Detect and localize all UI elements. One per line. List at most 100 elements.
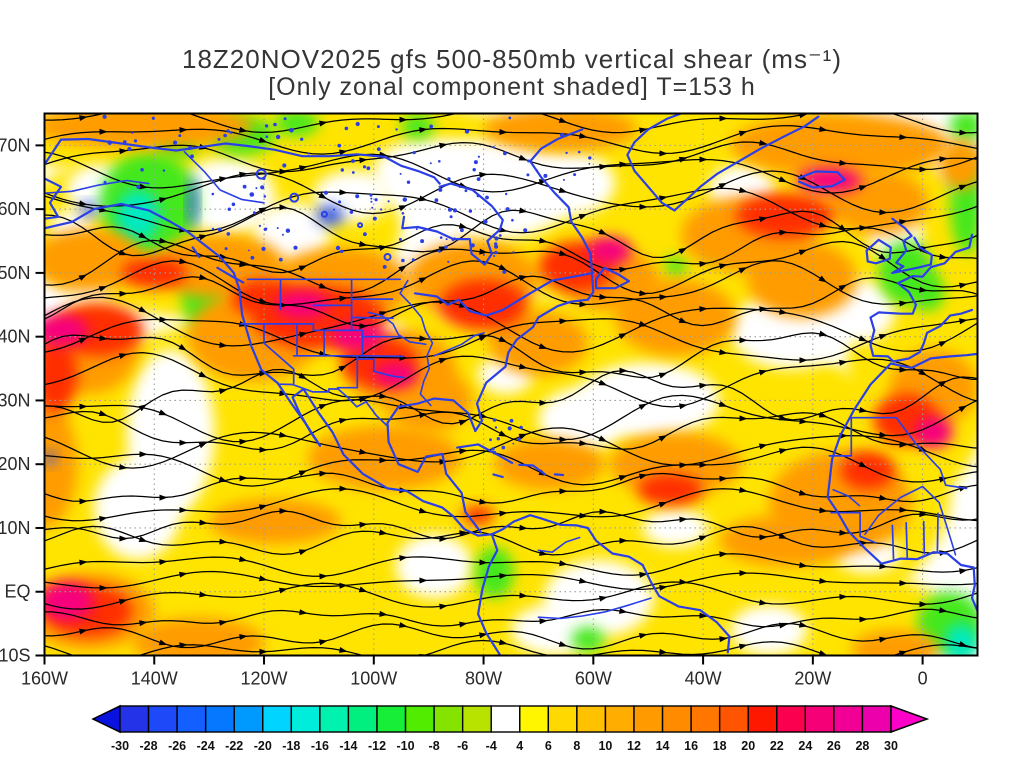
island-speck — [350, 210, 354, 214]
island-speck — [276, 135, 280, 139]
colorbar-tick-label: 28 — [855, 739, 869, 753]
island-speck — [424, 228, 427, 231]
island-speck — [338, 200, 341, 203]
island-speck — [588, 163, 590, 165]
island-speck — [340, 250, 343, 253]
island-speck — [430, 162, 432, 164]
island-speck — [259, 225, 261, 227]
island-speck — [512, 443, 514, 445]
island-speck — [136, 185, 140, 189]
colorbar-cell — [348, 706, 377, 732]
island-speck — [407, 181, 410, 184]
island-speck — [260, 185, 264, 189]
island-speck — [573, 173, 576, 176]
colorbar-tick-label: -24 — [197, 739, 215, 753]
island-speck — [388, 200, 390, 202]
island-speck — [277, 227, 279, 229]
colorbar-cell — [548, 706, 577, 732]
island-speck — [103, 115, 107, 119]
colorbar-cell — [377, 706, 406, 732]
island-speck — [523, 228, 527, 232]
colorbar-cell — [234, 706, 263, 732]
lon-tick-label: 120W — [241, 669, 288, 689]
border-path — [352, 318, 393, 319]
colorbar-tick-label: -8 — [429, 739, 440, 753]
colorbar-cell — [862, 706, 891, 732]
colorbar-right-arrow — [891, 706, 927, 732]
colorbar-tick-label: -16 — [311, 739, 329, 753]
island-speck — [282, 163, 286, 167]
colorbar-cell — [463, 706, 492, 732]
colorbar-left-arrow — [93, 706, 120, 732]
island-speck — [474, 160, 478, 164]
island-speck — [508, 426, 512, 430]
colorbar-cell — [263, 706, 292, 732]
colorbar-tick-label: -30 — [111, 739, 129, 753]
border-path — [924, 522, 925, 554]
island-speck — [341, 168, 344, 171]
colorbar-cell — [491, 706, 520, 732]
island-speck — [163, 169, 165, 171]
colorbar: -30-28-26-24-22-20-18-16-14-12-10-8-6-44… — [0, 698, 1024, 768]
island-speck — [243, 185, 247, 189]
island-speck — [519, 426, 522, 429]
island-speck — [262, 177, 265, 180]
island-speck — [225, 247, 228, 250]
island-speck — [447, 261, 449, 263]
island-speck — [134, 139, 137, 142]
island-speck — [454, 237, 456, 239]
island-speck — [446, 238, 448, 240]
island-speck — [188, 146, 192, 150]
island-speck — [352, 171, 355, 174]
shading-layer — [0, 94, 999, 698]
island-speck — [293, 246, 297, 250]
island-speck — [473, 168, 476, 171]
colorbar-tick-label: -10 — [397, 739, 415, 753]
island-speck — [395, 128, 397, 130]
island-speck — [248, 250, 250, 252]
colorbar-cell — [720, 706, 749, 732]
island-speck — [232, 203, 236, 207]
island-speck — [450, 215, 453, 218]
lat-tick-label: EQ — [4, 582, 30, 602]
colorbar-tick-label: 26 — [827, 739, 841, 753]
island-speck — [502, 446, 506, 450]
island-speck — [226, 129, 229, 132]
island-speck — [480, 190, 482, 192]
island-speck — [212, 228, 214, 230]
island-speck — [345, 127, 349, 131]
island-speck — [435, 198, 439, 202]
colorbar-cell — [834, 706, 863, 732]
island-speck — [300, 138, 303, 141]
island-speck — [363, 165, 366, 168]
colorbar-tick-label: 6 — [545, 739, 552, 753]
island-speck — [218, 138, 221, 141]
colorbar-tick-label: 10 — [598, 739, 612, 753]
island-speck — [588, 156, 591, 159]
island-speck — [366, 166, 370, 170]
island-speck — [453, 208, 457, 212]
island-speck — [127, 147, 131, 151]
island-speck — [511, 219, 514, 222]
lat-tick-label: 30N — [0, 390, 31, 410]
island-speck — [403, 197, 407, 201]
colorbar-tick-label: 20 — [741, 739, 755, 753]
border-path — [906, 523, 907, 559]
colorbar-tick-label: 18 — [713, 739, 727, 753]
colorbar-cell — [777, 706, 806, 732]
lat-tick-label: 10N — [0, 518, 31, 538]
island-speck — [264, 195, 267, 198]
island-speck — [485, 196, 489, 200]
colorbar-cell — [149, 706, 178, 732]
colorbar-cell — [605, 706, 634, 732]
island-speck — [505, 193, 507, 195]
lon-tick-label: 100W — [350, 669, 397, 689]
island-speck — [265, 124, 268, 127]
lon-tick-label: 0 — [918, 669, 928, 689]
colorbar-cell — [120, 706, 149, 732]
island-speck — [493, 255, 495, 257]
island-speck — [370, 198, 372, 200]
island-speck — [471, 243, 475, 247]
island-speck — [286, 229, 290, 233]
lat-tick-label: 40N — [0, 327, 31, 347]
